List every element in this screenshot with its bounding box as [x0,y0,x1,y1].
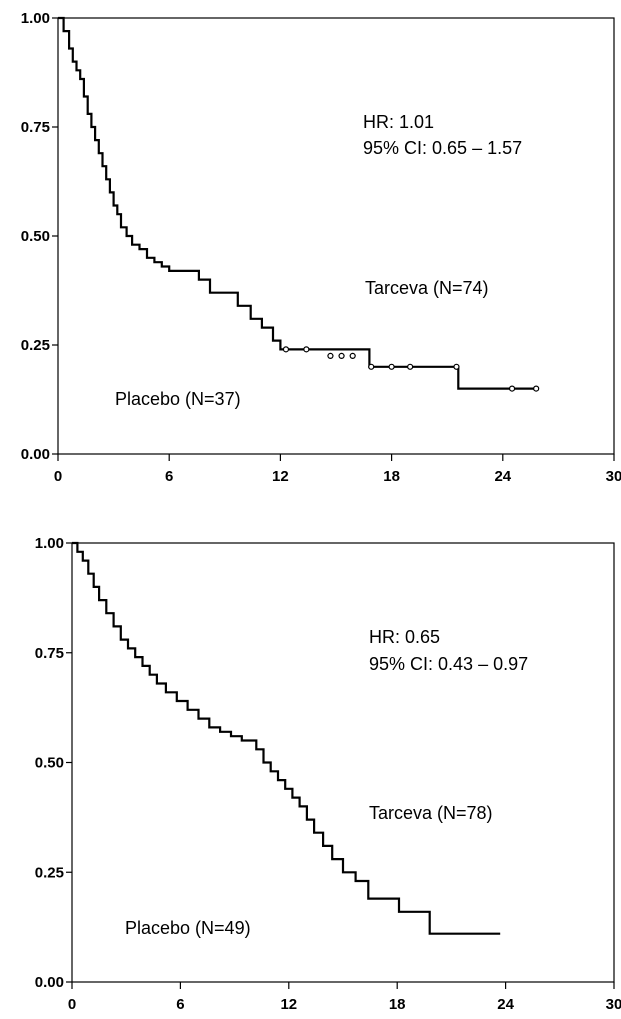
censor-marker [349,352,356,359]
placebo-label: Placebo (N=49) [125,918,251,938]
x-tick-label: 6 [176,996,184,1013]
x-tick-label: 30 [606,996,621,1013]
plot-frame [71,542,615,983]
y-tick-label: 0.00 [21,446,50,463]
hr-label: HR: 1.01 [363,112,434,132]
censor-marker [407,363,414,370]
y-tick-label: 0.00 [35,974,64,991]
x-tick-label: 0 [54,468,62,485]
x-tick-label: 12 [280,996,297,1013]
chart-bottom: 0 6 12 18 24 30 0.00 0.25 0.50 0.75 1.00 HR: 0.65 95… [35,535,621,1013]
censor-marker [338,352,345,359]
censor-marker [282,346,290,353]
placebo-label: Placebo (N=37) [115,389,241,409]
censor-marker [533,385,540,392]
tarceva-label: Tarceva (N=78) [369,803,493,823]
y-tick-label: 0.75 [21,119,50,136]
x-tick-label: 18 [383,468,400,485]
y-tick-label: 0.50 [21,228,50,245]
tarceva-label: Tarceva (N=74) [365,278,489,298]
x-tick-label: 12 [272,468,289,485]
ci-label: 95% CI: 0.43 – 0.97 [369,654,528,674]
ci-label: 95% CI: 0.65 – 1.57 [363,138,522,158]
censor-marker [303,346,310,353]
x-tick-label: 18 [389,996,406,1013]
y-tick-label: 0.25 [21,337,50,354]
censor-marker [508,385,516,392]
x-tick-label: 6 [165,468,173,485]
survival-curve-0 [72,541,501,935]
censor-marker [388,363,395,370]
chart-top: 0 6 12 18 24 30 0.00 0.25 0.50 0.75 1.00 HR: 1.01 95… [21,10,621,485]
x-tick-label: 0 [68,996,76,1013]
y-tick-label: 1.00 [35,535,64,552]
censor-marker [368,363,375,370]
x-tick-label: 30 [606,468,621,485]
censor-marker [453,363,460,370]
y-tick-label: 0.75 [35,645,64,662]
y-tick-label: 1.00 [21,10,50,27]
survival-curve-0 [58,16,537,390]
x-tick-label: 24 [497,996,514,1013]
y-tick-label: 0.50 [35,755,64,772]
y-tick-label: 0.25 [35,864,64,881]
censor-marker [327,352,334,359]
x-tick-label: 24 [494,468,511,485]
hr-label: HR: 0.65 [369,627,440,647]
